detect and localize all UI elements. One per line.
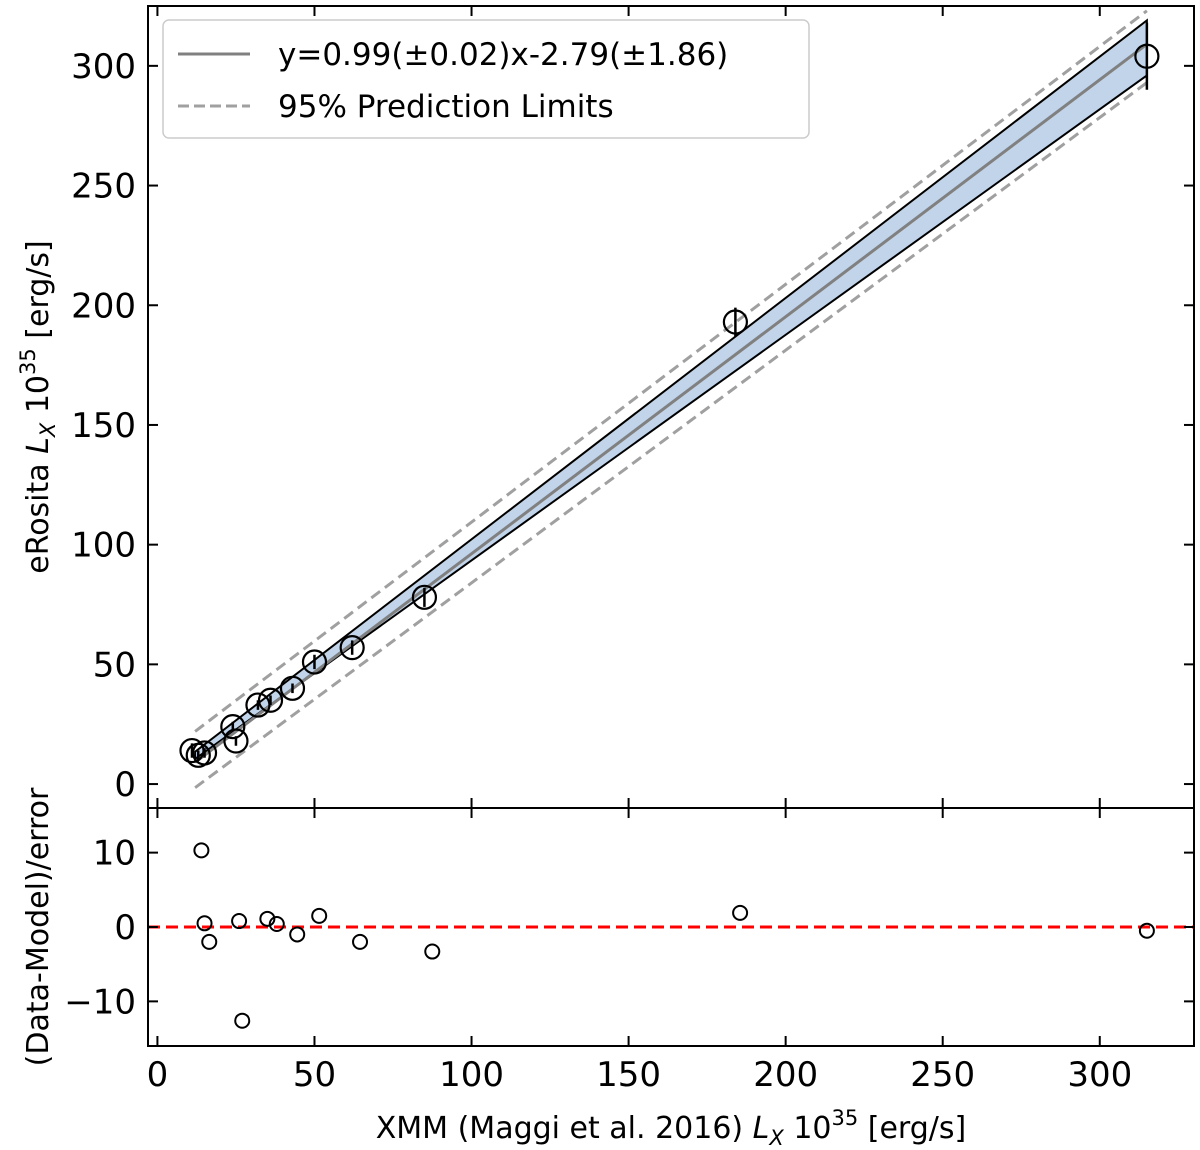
y-tick-label: 150	[71, 406, 136, 446]
legend: y=0.99(±0.02)x-2.79(±1.86) 95% Predictio…	[162, 19, 810, 139]
residual-point	[231, 913, 248, 930]
y-tick-label: 50	[93, 645, 136, 685]
prediction-limit-upper	[194, 9, 1148, 733]
data-point	[220, 714, 246, 740]
main-y-ticks: 0 50 100 150 200 250 300	[71, 47, 1194, 805]
data-point	[257, 687, 284, 713]
x-tick-label: 50	[293, 1055, 336, 1095]
x-axis-label: XMM (Maggi et al. 2016) LX 1035 [erg/s]	[376, 1106, 966, 1150]
data-point	[191, 740, 218, 766]
x-tick-label: 150	[596, 1055, 661, 1095]
residual-point	[268, 916, 285, 933]
residual-y-tick-label: 0	[114, 908, 136, 948]
data-point	[1134, 43, 1160, 69]
confidence-band	[194, 18, 1148, 761]
legend-prediction-label: 95% Prediction Limits	[278, 89, 614, 125]
fit-line	[194, 42, 1148, 764]
residual-y-tick-label: −10	[64, 982, 136, 1022]
y-tick-label: 0	[114, 765, 136, 805]
residual-plot-area	[148, 842, 1194, 1029]
main-panel: 0 50 100 150 200 250 300 y=0.99(±0.02)x-2.79(±…	[16, 5, 1195, 809]
residual-point	[193, 842, 210, 859]
residual-y-ticks: 10 0 −10	[64, 834, 1194, 1022]
residual-point	[259, 910, 276, 927]
main-plot-area	[179, 9, 1160, 789]
residual-y-tick-label: 10	[93, 834, 136, 874]
x-tick-label: 300	[1067, 1055, 1132, 1095]
residual-point	[311, 907, 328, 924]
residual-point	[352, 933, 369, 950]
x-tick-label: 250	[910, 1055, 975, 1095]
residual-panel: 100−10 0 50 100 150 200 250 300 (Data-Model)/e…	[21, 787, 1195, 1150]
x-tick-label: 0	[147, 1055, 169, 1095]
prediction-limit-lower	[194, 81, 1148, 789]
residual-point	[201, 933, 218, 950]
y-tick-label: 100	[71, 526, 136, 566]
x-tick-label: 200	[753, 1055, 818, 1095]
residual-point	[196, 915, 213, 932]
data-point	[411, 584, 438, 610]
residual-point	[732, 904, 749, 921]
residual-point	[234, 1012, 251, 1029]
data-point	[722, 309, 748, 335]
data-point	[223, 728, 249, 754]
y-tick-label: 250	[71, 167, 136, 207]
residual-point	[289, 926, 306, 943]
main-x-ticks	[156, 6, 1101, 808]
legend-fit-label: y=0.99(±0.02)x-2.79(±1.86)	[278, 37, 728, 73]
residual-point	[424, 943, 441, 960]
main-y-axis-label: eRosita LX 1035 [erg/s]	[16, 240, 60, 574]
residual-y-axis-label: (Data-Model)/error	[21, 787, 56, 1066]
residual-point	[1138, 922, 1155, 939]
data-point	[301, 649, 328, 675]
residual-x-ticks: 0 50 100 150 200 250 300	[147, 808, 1132, 1095]
x-tick-label: 100	[439, 1055, 504, 1095]
y-tick-label: 200	[71, 286, 136, 326]
legend-box	[162, 19, 810, 139]
data-point	[339, 634, 365, 661]
y-tick-label: 300	[71, 47, 136, 87]
data-point	[279, 675, 306, 701]
